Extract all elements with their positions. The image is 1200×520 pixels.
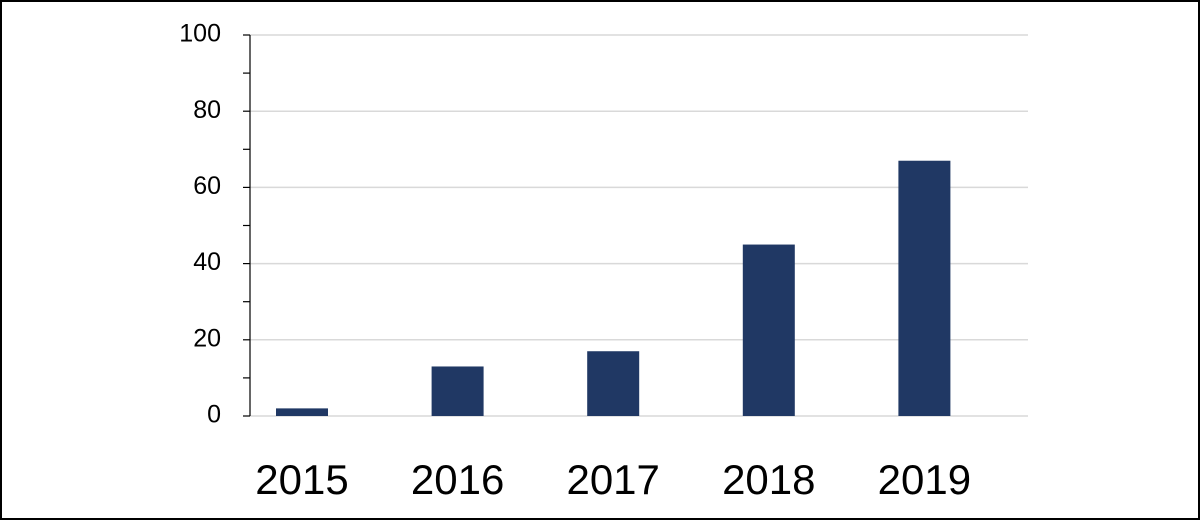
y-tick-label: 100 — [179, 20, 221, 48]
y-tick-label: 20 — [193, 324, 221, 352]
x-tick-label: 2019 — [878, 456, 971, 503]
x-tick-label: 2015 — [255, 456, 348, 503]
y-tick-label: 60 — [193, 172, 221, 200]
y-tick-label: 0 — [207, 401, 221, 429]
bar — [898, 160, 951, 416]
bar — [431, 366, 484, 416]
bar — [742, 244, 795, 416]
x-tick-label: 2018 — [722, 456, 815, 503]
y-tick-label: 80 — [193, 96, 221, 124]
y-tick-label: 40 — [193, 248, 221, 276]
x-tick-label: 2017 — [566, 456, 659, 503]
x-tick-label: 2016 — [411, 456, 504, 503]
bar — [276, 408, 328, 416]
bar — [587, 351, 640, 416]
